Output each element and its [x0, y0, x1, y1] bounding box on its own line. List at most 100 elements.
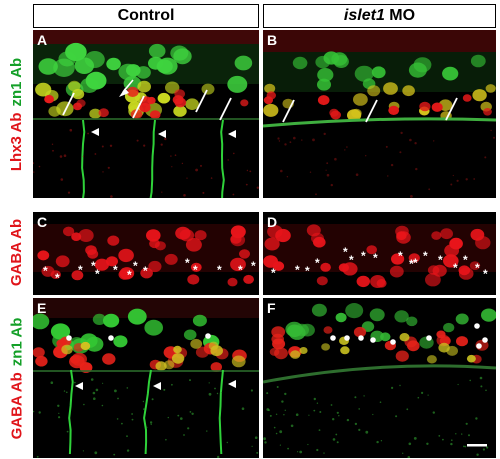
scale-bar [467, 444, 487, 447]
gaba-cell [227, 277, 238, 287]
tissue-band [33, 118, 259, 120]
white-dot-marker [108, 335, 114, 341]
gaba-cell [230, 225, 246, 239]
speck [90, 378, 94, 381]
speck [250, 389, 253, 392]
white-dot-marker [205, 333, 211, 339]
asterisk-marker: * [143, 264, 148, 278]
green-cell [371, 66, 386, 79]
green-cell [442, 66, 459, 81]
green-cell [406, 316, 418, 327]
speck [442, 438, 444, 441]
gaba-cell [425, 273, 441, 287]
gaba-cell [366, 245, 377, 255]
speck [36, 455, 39, 458]
gaba-cell [263, 255, 278, 268]
gaba-cell [443, 254, 459, 268]
speck [290, 424, 294, 428]
green-axon [68, 369, 74, 455]
panel-a-image [33, 30, 259, 198]
speck [323, 452, 325, 454]
speck [107, 166, 110, 169]
yellow-cell [231, 355, 246, 368]
speck [256, 451, 259, 454]
speck [58, 416, 61, 419]
speck [284, 143, 287, 146]
arrowhead [228, 130, 236, 138]
speck [410, 195, 413, 198]
asterisk-marker: * [91, 259, 96, 273]
green-cell [331, 52, 348, 66]
speck [295, 413, 299, 416]
speck [82, 450, 84, 452]
speck [476, 453, 479, 456]
speck [450, 442, 453, 446]
speck [177, 414, 180, 417]
speck [187, 427, 190, 430]
speck [110, 195, 113, 198]
asterisk-marker: * [361, 249, 366, 263]
panel-f-image [263, 303, 496, 458]
speck [336, 411, 339, 414]
speck [316, 448, 319, 452]
green-cell [292, 56, 308, 70]
speck [58, 412, 60, 414]
speck [117, 397, 119, 400]
white-dot-marker [482, 337, 488, 343]
speck [452, 174, 454, 177]
white-dot-marker [476, 343, 482, 349]
speck [473, 178, 476, 180]
speck [206, 430, 208, 432]
gaba-cell [316, 276, 328, 286]
speck [160, 143, 163, 146]
green-layer [263, 117, 496, 128]
asterisk-marker: * [423, 249, 428, 263]
panel-label-f: F [267, 300, 276, 316]
red-nucleus [126, 86, 139, 97]
green-axon [143, 369, 152, 455]
speck [465, 178, 468, 181]
speck [189, 411, 192, 413]
speck [227, 159, 229, 161]
panel-label-c: C [37, 214, 48, 230]
white-dot-marker [390, 339, 396, 345]
speck [468, 434, 470, 437]
speck [407, 456, 411, 458]
speck [67, 191, 71, 194]
speck [277, 137, 280, 140]
speck [63, 390, 66, 392]
panel-e-image [33, 298, 259, 458]
row-label-3: GABA Ab zn1 Ab [8, 317, 26, 439]
speck [269, 414, 272, 417]
speck [326, 162, 329, 165]
gaba-cell [323, 326, 333, 334]
speck [151, 398, 154, 401]
speck [276, 386, 279, 388]
speck [406, 408, 409, 411]
speck [171, 166, 173, 168]
yellow-cell [299, 347, 308, 354]
gaba-cell [33, 347, 45, 358]
gaba-cell [194, 230, 207, 241]
row-label-1: Lhx3 Ab zn1 Ab [8, 57, 26, 171]
green-cell [183, 329, 197, 341]
gaba-cell [440, 228, 453, 240]
yellow-cell [466, 354, 476, 363]
asterisk-marker: * [238, 263, 243, 277]
green-cell [85, 71, 107, 90]
speck [475, 417, 478, 420]
speck [286, 176, 289, 178]
speck [326, 173, 330, 177]
speck [299, 450, 303, 454]
gaba-cell [408, 253, 420, 263]
gaba-cell [427, 265, 440, 275]
yellow-cell [48, 106, 61, 117]
speck [428, 188, 431, 191]
speck [464, 445, 467, 448]
speck [38, 411, 41, 414]
speck [165, 438, 167, 441]
speck [456, 179, 459, 182]
yellow-cell [157, 92, 171, 104]
asterisk-marker: * [305, 264, 310, 278]
asterisk-marker: * [349, 253, 354, 267]
